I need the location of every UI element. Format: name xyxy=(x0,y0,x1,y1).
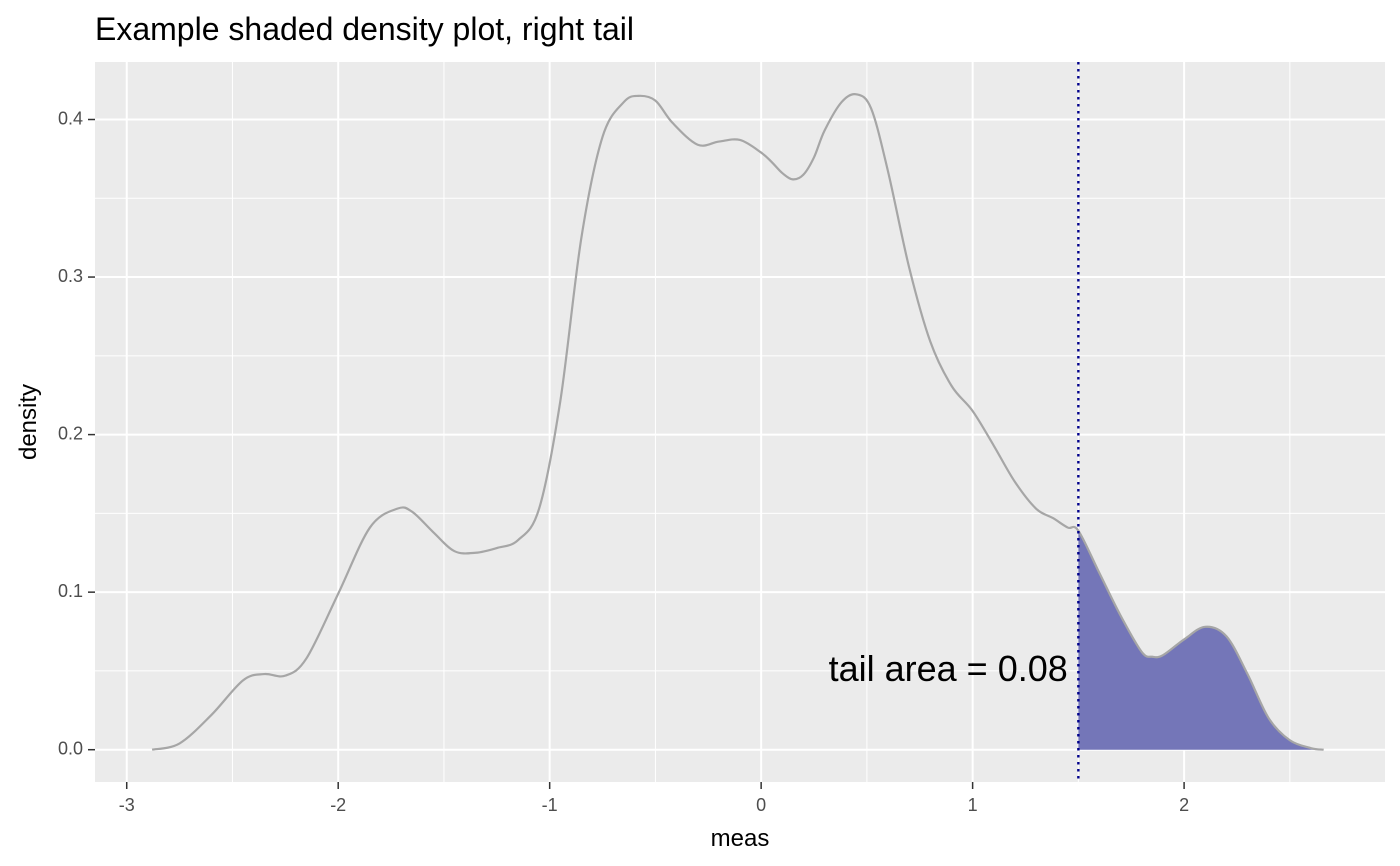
y-axis: 0.0 0.1 0.2 0.3 0.4 xyxy=(58,108,95,758)
x-tick-label: -3 xyxy=(119,795,135,815)
y-tick-label: 0.0 xyxy=(58,738,83,758)
x-axis: -3 -2 -1 0 1 2 xyxy=(119,782,1189,815)
x-tick-label: -1 xyxy=(542,795,558,815)
y-axis-title: density xyxy=(15,384,42,460)
x-tick-label: 0 xyxy=(756,795,766,815)
y-tick-label: 0.4 xyxy=(58,108,83,128)
y-tick-label: 0.1 xyxy=(58,581,83,601)
y-tick-label: 0.3 xyxy=(58,266,83,286)
tail-area-annotation: tail area = 0.08 xyxy=(829,648,1068,689)
y-tick-label: 0.2 xyxy=(58,423,83,443)
x-tick-label: 2 xyxy=(1179,795,1189,815)
x-axis-title: meas xyxy=(711,825,770,852)
density-curve xyxy=(151,92,1324,751)
x-tick-label: -2 xyxy=(330,795,346,815)
x-tick-label: 1 xyxy=(968,795,978,815)
major-gridlines xyxy=(95,62,1385,782)
tail-area-shade xyxy=(1078,530,1324,750)
chart-title: Example shaded density plot, right tail xyxy=(95,11,634,47)
